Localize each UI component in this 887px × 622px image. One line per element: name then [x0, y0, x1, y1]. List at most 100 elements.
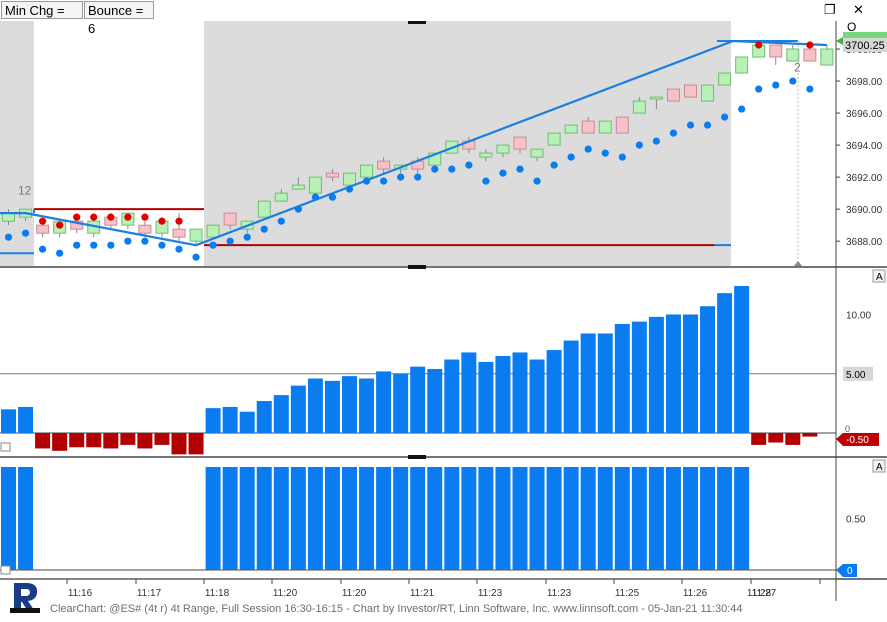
- trail-dot-blue: [39, 245, 47, 253]
- trail-dot-blue: [175, 245, 183, 253]
- y-tick-label: 3698.00: [846, 77, 883, 88]
- x-tick-label: 11:26: [683, 588, 708, 599]
- signal-bar: [495, 467, 511, 570]
- momentum-bar: [734, 286, 750, 434]
- reference-value-box: [843, 366, 873, 381]
- momentum-bar: [631, 321, 647, 434]
- momentum-bar: [256, 401, 272, 434]
- momentum-bar: [802, 433, 818, 437]
- trail-dot-blue: [550, 161, 558, 169]
- bounce-parameter[interactable]: Bounce = 6: [84, 1, 154, 36]
- trail-dot-blue: [567, 153, 575, 161]
- signal-bar: [427, 467, 443, 570]
- x-tick-label: 11:23: [478, 588, 503, 599]
- trail-dot-blue: [4, 233, 13, 241]
- momentum-bar: [69, 433, 85, 448]
- momentum-bar: [239, 411, 255, 434]
- momentum-bar: [614, 323, 630, 434]
- momentum-bar: [648, 316, 664, 434]
- candle: [615, 116, 629, 134]
- signal-bar: [461, 467, 477, 570]
- signal-bar: [239, 467, 255, 570]
- autoscale-label: A: [876, 462, 883, 473]
- trail-dot-blue: [721, 113, 729, 121]
- trail-dot-blue: [345, 185, 354, 193]
- trail-dot-red: [39, 217, 47, 225]
- x-tick-label: 11:25: [615, 588, 640, 599]
- x-tick-label: 11:20: [342, 588, 367, 599]
- x-tick-label: 11:28: [747, 588, 772, 599]
- signal-bar: [478, 467, 494, 570]
- x-tick-label: 11:20: [273, 588, 298, 599]
- candle: [684, 84, 697, 98]
- swing-count-label: 12: [18, 184, 32, 198]
- close-icon[interactable]: ✕: [853, 2, 864, 17]
- panel-label-o: O: [847, 21, 856, 34]
- trail-dot-red: [73, 213, 81, 221]
- momentum-bar: [290, 385, 306, 434]
- trail-dot-blue: [448, 165, 456, 173]
- signal-bar: [359, 467, 375, 570]
- candle: [649, 96, 663, 100]
- signal-bar: [631, 467, 647, 570]
- trail-dot-blue: [158, 241, 166, 249]
- last-value-label: -0.50: [846, 435, 869, 446]
- momentum-bar: [137, 433, 153, 449]
- signal-bar: [256, 467, 272, 570]
- signal-bar: [563, 467, 579, 570]
- x-tick-label: 11:17: [137, 588, 162, 599]
- trail-dot-blue: [294, 205, 302, 213]
- candle: [308, 176, 322, 194]
- swing-line: [0, 39, 827, 247]
- trail-dot-red: [90, 213, 98, 221]
- momentum-bar: [717, 293, 733, 434]
- trail-dot-blue: [277, 217, 285, 225]
- last-value-pointer: [836, 432, 843, 446]
- momentum-bar: [683, 314, 698, 434]
- trail-dot-blue: [806, 85, 814, 93]
- cursor-marker: [794, 261, 802, 266]
- signal-bar: [273, 467, 289, 570]
- momentum-bar: [751, 433, 767, 445]
- candle: [377, 160, 391, 170]
- trail-dot-blue: [192, 253, 200, 261]
- momentum-bar: [665, 314, 681, 434]
- signal-bar: [222, 467, 238, 570]
- x-tick-label: 11:23: [547, 588, 572, 599]
- last-price-label: 3700.25: [845, 40, 885, 52]
- signal-bar: [342, 467, 357, 570]
- trail-dot-blue: [226, 237, 234, 245]
- candle: [735, 56, 749, 74]
- trail-dot-blue: [141, 237, 149, 245]
- candle: [598, 120, 612, 134]
- trail-dot-blue: [107, 241, 115, 249]
- chart-area: 12 2 3688.00 3690.00 3692.00 3694.00 3696.00 3…: [0, 21, 887, 601]
- momentum-bar: [188, 433, 204, 455]
- min-chg-parameter[interactable]: Min Chg = 10: [1, 1, 83, 36]
- x-tick-label: 11:27: [752, 588, 777, 599]
- trail-dot-blue: [380, 177, 388, 185]
- trail-dot-blue: [789, 77, 797, 85]
- trail-dot-blue: [601, 149, 609, 157]
- restore-window-icon[interactable]: ❐: [824, 2, 836, 17]
- reference-value-label: 5.00: [846, 370, 866, 381]
- trail-dot-blue: [686, 121, 695, 129]
- y-tick-label: 0.50: [846, 515, 866, 526]
- panel-resize-handle: [408, 455, 426, 459]
- trail-dot-red: [56, 221, 64, 229]
- autoscale-label: A: [876, 272, 883, 283]
- x-tick-label: 11:18: [205, 588, 230, 599]
- swing-count-label: 2: [794, 60, 801, 74]
- x-tick-label: 11:16: [68, 588, 93, 599]
- momentum-bar: [120, 433, 136, 445]
- autoscale-button: [872, 269, 886, 283]
- x-tick-label: 11:21: [410, 588, 435, 599]
- trail-dot-blue: [533, 177, 541, 185]
- signal-bar: [734, 467, 750, 570]
- candle: [718, 72, 732, 86]
- chart-footer: ClearChart: @ES# (4t r) 4t Range, Full S…: [50, 603, 743, 615]
- trail-dot-red: [141, 213, 149, 221]
- momentum-bar: [86, 433, 102, 448]
- candle: [803, 48, 817, 62]
- candle: [769, 44, 783, 58]
